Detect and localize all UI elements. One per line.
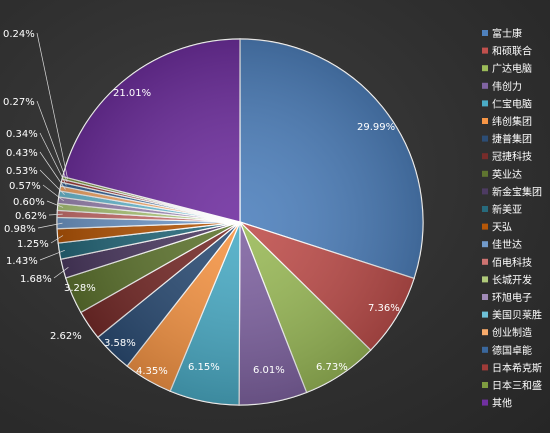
legend-swatch-11 <box>482 206 488 212</box>
legend-swatch-13 <box>482 241 488 248</box>
legend-swatch-19 <box>482 346 488 353</box>
legend-item-13: 佳世达 <box>492 238 522 251</box>
data-label-9: 3.28% <box>64 283 96 294</box>
leader-line-16 <box>42 184 65 202</box>
leader-line-20 <box>36 100 68 183</box>
legend-swatch-17 <box>482 311 488 318</box>
legend-swatch-3 <box>482 65 488 72</box>
legend-swatch-14 <box>482 258 488 265</box>
data-label-15: 0.60% <box>13 197 45 208</box>
legend-item-15: 长城开发 <box>492 273 532 286</box>
data-labels: 29.99% 7.36% 6.73% 6.01% 6.15% 4.35% 3.58% 2.62… <box>3 29 400 377</box>
leader-line-14 <box>48 213 63 216</box>
legend-swatch-10 <box>482 188 488 195</box>
data-label-20: 0.27% <box>3 97 35 108</box>
legend-item-3: 广达电脑 <box>492 62 532 75</box>
leader-line-15 <box>46 200 64 208</box>
legend-swatch-18 <box>482 329 488 336</box>
leader-line-10 <box>53 267 69 279</box>
legend-item-8: 冠捷科技 <box>492 150 532 163</box>
legend-item-6: 纬创集团 <box>492 115 532 128</box>
data-label-13: 0.98% <box>4 224 36 235</box>
leader-line-13 <box>37 222 63 229</box>
data-label-10: 1.68% <box>20 274 52 285</box>
legend-swatch-1 <box>482 30 488 36</box>
legend-swatch-2 <box>482 47 488 54</box>
leader-line-11 <box>39 249 65 261</box>
leader-lines <box>36 32 69 279</box>
data-label-22: 21.01% <box>113 88 151 99</box>
legend-item-10: 新金宝集团 <box>492 185 542 198</box>
legend-swatch-21 <box>482 382 488 388</box>
legend-swatch-15 <box>482 276 488 283</box>
leader-line-12 <box>50 235 64 244</box>
legend-swatch-4 <box>482 82 488 89</box>
leader-line-17 <box>39 169 65 196</box>
data-label-16: 0.57% <box>9 181 41 192</box>
legend-swatch-6 <box>482 118 488 124</box>
data-label-6: 4.35% <box>136 366 168 377</box>
data-label-4: 6.01% <box>253 365 285 376</box>
data-label-14: 0.62% <box>15 211 47 222</box>
legend-item-14: 佰电科技 <box>492 256 532 269</box>
data-label-19: 0.34% <box>6 129 38 140</box>
legend-item-21: 日本三和盛 <box>492 379 542 392</box>
legend-item-7: 捷普集团 <box>492 133 532 146</box>
legend-item-4: 伟创力 <box>492 80 522 93</box>
data-label-11: 1.43% <box>6 256 38 267</box>
data-label-18: 0.43% <box>6 148 38 159</box>
legend-item-22: 其他 <box>492 397 512 410</box>
legend-item-12: 天弘 <box>492 222 512 234</box>
legend-item-9: 英业达 <box>492 168 522 181</box>
legend-swatch-5 <box>482 100 488 107</box>
legend-item-1: 富士康 <box>492 27 522 40</box>
leader-line-21 <box>36 32 69 180</box>
legend-swatch-9 <box>482 170 488 177</box>
legend-item-17: 美国贝莱胜 <box>492 309 542 322</box>
legend-swatch-12 <box>482 223 488 230</box>
data-label-17: 0.53% <box>6 166 38 177</box>
leader-line-18 <box>39 151 66 190</box>
legend-item-16: 环旭电子 <box>492 291 532 304</box>
legend-swatch-20 <box>482 364 488 371</box>
leader-line-19 <box>39 132 67 186</box>
legend-swatch-16 <box>482 294 488 300</box>
legend-item-20: 日本希克斯 <box>492 361 542 374</box>
legend-item-11: 新美亚 <box>492 203 522 216</box>
legend-swatch-8 <box>482 153 488 160</box>
legend-swatch-22 <box>482 399 488 406</box>
legend-item-5: 仁宝电脑 <box>492 97 532 110</box>
legend-swatch-7 <box>482 135 488 142</box>
data-label-1: 29.99% <box>357 122 395 133</box>
legend-item-19: 德国卓能 <box>492 344 532 357</box>
data-label-8: 2.62% <box>50 331 82 342</box>
data-label-3: 6.73% <box>316 362 348 373</box>
data-label-2: 7.36% <box>368 303 400 314</box>
legend: 富士康和硕联合广达电脑伟创力仁宝电脑纬创集团捷普集团冠捷科技英业达新金宝集团新美… <box>482 27 542 410</box>
data-label-12: 1.25% <box>17 239 49 250</box>
data-label-7: 3.58% <box>104 338 136 349</box>
legend-item-18: 创业制造 <box>492 326 532 339</box>
data-label-5: 6.15% <box>188 362 220 373</box>
data-label-21: 0.24% <box>3 29 35 40</box>
pie-slices <box>56 38 424 406</box>
legend-item-2: 和硕联合 <box>492 45 532 58</box>
